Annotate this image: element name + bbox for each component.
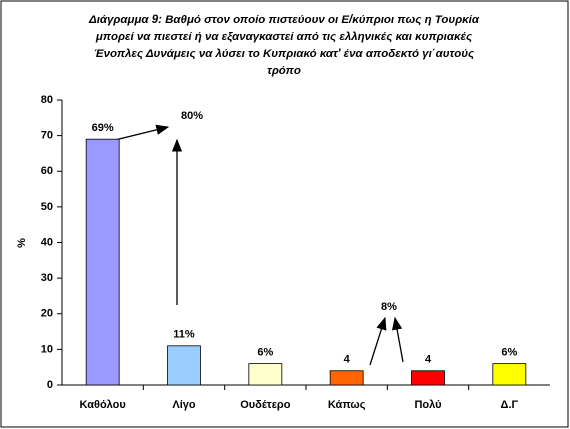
x-tick-label: Ουδέτερο	[240, 399, 291, 411]
value-label: 6%	[501, 347, 517, 359]
x-tick-label: Πολύ	[414, 399, 441, 411]
y-tick-label: 50	[41, 201, 53, 213]
y-axis-label: %	[16, 238, 28, 248]
value-label: 6%	[257, 347, 273, 359]
annotation: 8%	[381, 301, 397, 313]
y-tick-label: 70	[41, 130, 53, 142]
bar	[492, 363, 527, 386]
value-label: 4	[344, 354, 351, 366]
annotation: 80%	[181, 110, 203, 122]
chart-title: Ένοπλες Δυνάμεις να λύσει το Κυπριακό κα…	[94, 48, 475, 60]
chart-title: μπορεί να πιεστεί ή να εξαναγκαστεί από …	[95, 31, 473, 43]
value-label: 69%	[92, 122, 114, 134]
bar	[411, 370, 445, 386]
y-tick-label: 10	[41, 343, 53, 355]
chart-title: Διάγραμμα 9: Βαθμό στον οποίο πιστεύουν …	[88, 14, 480, 26]
y-tick-label: 60	[41, 165, 53, 177]
value-label: 4	[425, 354, 432, 366]
bar	[167, 345, 201, 386]
value-label: 11%	[173, 329, 195, 341]
x-tick-label: Δ.Γ	[501, 399, 519, 411]
bar	[85, 138, 120, 386]
chart-title: τρόπο	[267, 65, 301, 77]
x-tick-label: Λίγο	[172, 399, 196, 411]
x-tick-label: Καθόλου	[80, 399, 126, 411]
arrow	[369, 316, 387, 366]
y-tick-label: 40	[41, 236, 53, 248]
arrow	[391, 316, 404, 363]
y-tick-label: 20	[41, 308, 53, 320]
arrow	[114, 124, 170, 141]
y-tick-label: 30	[41, 272, 53, 284]
bar	[329, 370, 364, 386]
y-tick-label: 0	[47, 379, 53, 391]
y-tick-label: 80	[41, 94, 53, 106]
bar	[248, 363, 283, 386]
x-tick-label: Κάπως	[328, 399, 366, 411]
